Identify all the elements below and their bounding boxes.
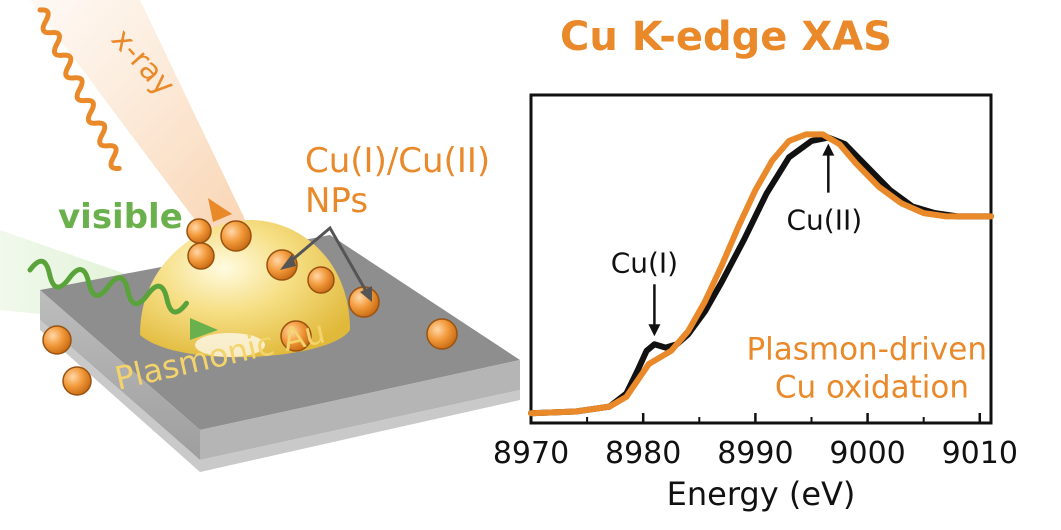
cu-np — [280, 320, 312, 352]
xray-arrowhead — [208, 198, 232, 222]
inset-text-line1: Plasmon-driven — [746, 331, 987, 367]
x-tick-label: 8990 — [717, 436, 793, 471]
x-tick-label: 8970 — [493, 436, 569, 471]
substrate-side — [200, 360, 520, 460]
inset-text-line2: Cu oxidation — [775, 369, 969, 405]
cu-np — [307, 266, 335, 294]
visible-wave — [27, 258, 190, 315]
cu1-arrow-head — [648, 324, 661, 337]
x-tick-label: 8980 — [605, 436, 681, 471]
chart-title: Cu K-edge XAS — [560, 14, 892, 60]
cu-np — [187, 242, 215, 270]
x-tick-label: 9010 — [942, 436, 1018, 471]
visible-label: visible — [58, 197, 183, 237]
cu1-annotation: Cu(I) — [611, 246, 678, 279]
cu-np — [186, 218, 212, 244]
cu-np — [426, 318, 458, 350]
cu-np — [42, 325, 72, 355]
np-label-line2: NPs — [305, 181, 368, 221]
np-pointer-arrow-2 — [360, 286, 372, 302]
cu-np — [220, 220, 252, 252]
visible-arrowhead — [190, 318, 218, 340]
gold-highlight — [195, 333, 265, 357]
x-tick-label: 9000 — [829, 436, 905, 471]
cu2-annotation: Cu(II) — [786, 204, 862, 237]
plot-frame — [529, 93, 993, 425]
np-pointer-lines — [284, 225, 372, 299]
xas-chart: 8970 8980 8990 9000 9010 Energy (eV) Cu(I) Cu(I… — [493, 93, 1018, 513]
cu-np — [62, 366, 92, 396]
plasmonic-illustration: x-ray visible Cu(I)/Cu(II) NPs Plasmonic… — [0, 0, 520, 472]
np-pointer-arrow-1 — [280, 254, 296, 270]
substrate-bottom — [40, 320, 520, 472]
np-label-line1: Cu(I)/Cu(II) — [305, 141, 490, 181]
series-line-orange — [528, 131, 994, 417]
substrate-front — [40, 290, 200, 460]
cu-nanoparticles — [42, 218, 458, 396]
xray-wave — [37, 7, 122, 172]
x-axis-label: Energy (eV) — [667, 475, 856, 513]
cu2-arrow-head — [822, 143, 835, 156]
xray-beam — [30, 0, 250, 240]
